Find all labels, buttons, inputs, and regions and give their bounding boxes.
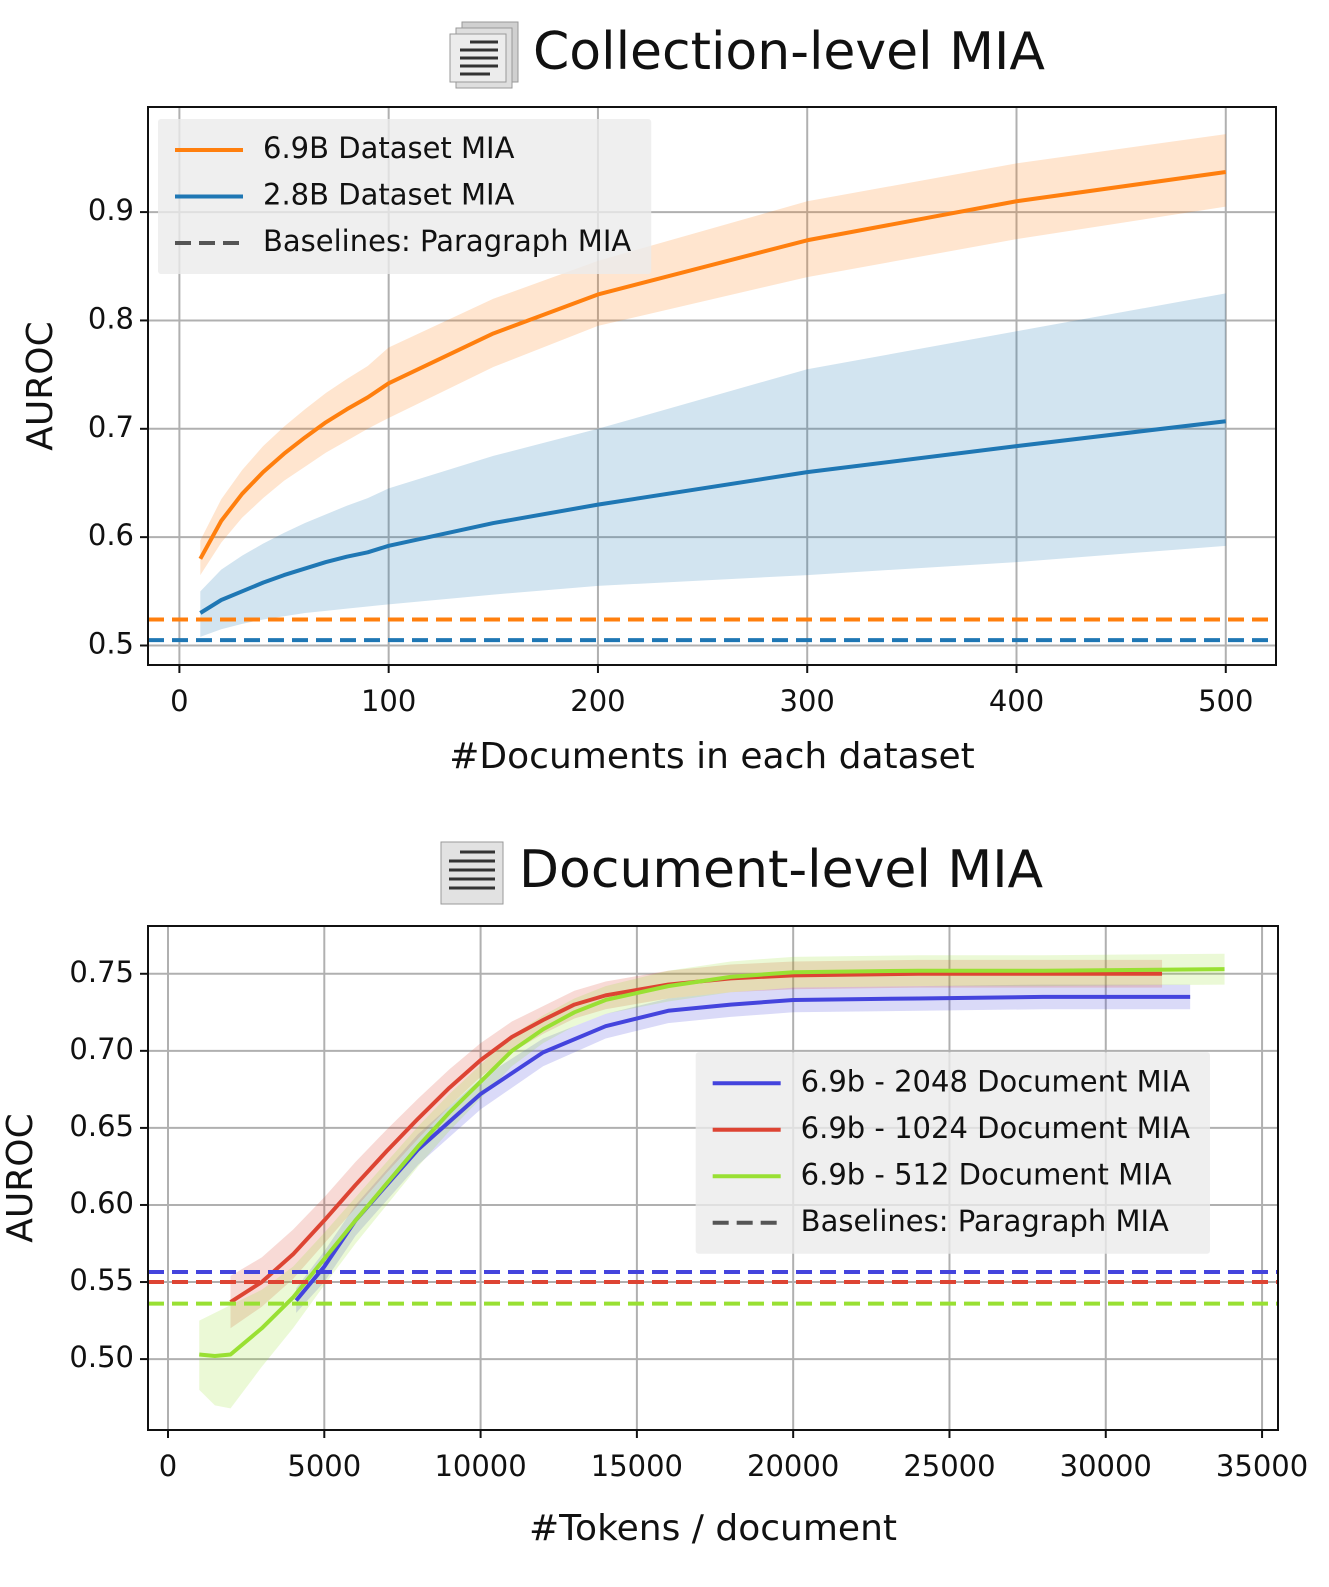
y-tick-label: 0.8 — [88, 301, 134, 335]
x-tick-label: 30000 — [1060, 1449, 1152, 1483]
legend: 6.9B Dataset MIA 2.8B Dataset MIA Baseline… — [158, 119, 652, 274]
x-tick-label: 25000 — [903, 1449, 995, 1483]
legend-label: 6.9b - 512 Document MIA — [801, 1157, 1172, 1191]
y-tick-label: 0.65 — [69, 1109, 134, 1143]
y-tick-label: 0.5 — [88, 626, 134, 660]
series-layer — [148, 134, 1276, 643]
plot: 0 5000 10000 15000 20000 25000 30000 35000 0.50 0… — [0, 925, 1308, 1549]
series-line — [199, 967, 1225, 1359]
y-tick-label: 0.7 — [88, 410, 134, 444]
series-line — [199, 419, 1227, 615]
y-tick-label: 0.75 — [69, 955, 134, 989]
y-tick-label: 0.70 — [69, 1032, 134, 1066]
x-tick-label: 300 — [780, 684, 835, 718]
y-axis-label: AUROC — [20, 321, 61, 450]
series-layer — [148, 953, 1278, 1409]
x-axis-label: #Tokens / document — [529, 1508, 897, 1549]
x-axis-label: #Documents in each dataset — [449, 736, 975, 777]
y-tick-label: 0.55 — [69, 1263, 134, 1297]
title-icon — [449, 21, 519, 89]
series-line — [229, 971, 1163, 1304]
x-tick-label: 35000 — [1216, 1449, 1308, 1483]
y-axis-label: AUROC — [0, 1113, 41, 1242]
x-tick-label: 10000 — [434, 1449, 526, 1483]
confidence-band — [200, 293, 1226, 637]
confidence-band — [199, 953, 1225, 1409]
series-line — [198, 170, 1227, 560]
x-tick-label: 15000 — [591, 1449, 683, 1483]
y-tick-label: 0.9 — [88, 193, 134, 227]
title-icon — [440, 841, 504, 905]
plot-frame — [147, 925, 1279, 1431]
plot-frame — [147, 106, 1277, 666]
x-tick-label: 200 — [570, 684, 625, 718]
y-tick-label: 0.6 — [88, 518, 134, 552]
plot: 0 100 200 300 400 500 0.5 0.6 0.7 0.8 0.9 #Document… — [20, 106, 1277, 777]
x-tick-label: 100 — [361, 684, 416, 718]
legend-box — [695, 1052, 1210, 1254]
legend: 6.9b - 2048 Document MIA 6.9b - 1024 Docu… — [695, 1052, 1210, 1254]
x-tick-label: 0 — [170, 684, 188, 718]
legend-label: 6.9B Dataset MIA — [263, 131, 515, 165]
x-tick-label: 500 — [1198, 684, 1253, 718]
confidence-band — [200, 134, 1226, 576]
x-tick-label: 20000 — [747, 1449, 839, 1483]
legend-box — [158, 119, 652, 274]
x-tick-label: 0 — [159, 1449, 177, 1483]
legend-label: 6.9b - 2048 Document MIA — [801, 1064, 1190, 1098]
legend-label: 6.9b - 1024 Document MIA — [801, 1111, 1190, 1145]
chart-title: Document-level MIA — [519, 840, 1044, 900]
x-tick-label: 5000 — [287, 1449, 361, 1483]
legend-label: Baselines: Paragraph MIA — [263, 224, 631, 258]
legend-label: 2.8B Dataset MIA — [263, 178, 515, 212]
x-tick-label: 400 — [989, 684, 1044, 718]
y-tick-label: 0.50 — [69, 1340, 134, 1374]
y-tick-label: 0.60 — [69, 1186, 134, 1220]
chart-title: Collection-level MIA — [533, 22, 1045, 82]
legend-label: Baselines: Paragraph MIA — [801, 1204, 1169, 1238]
